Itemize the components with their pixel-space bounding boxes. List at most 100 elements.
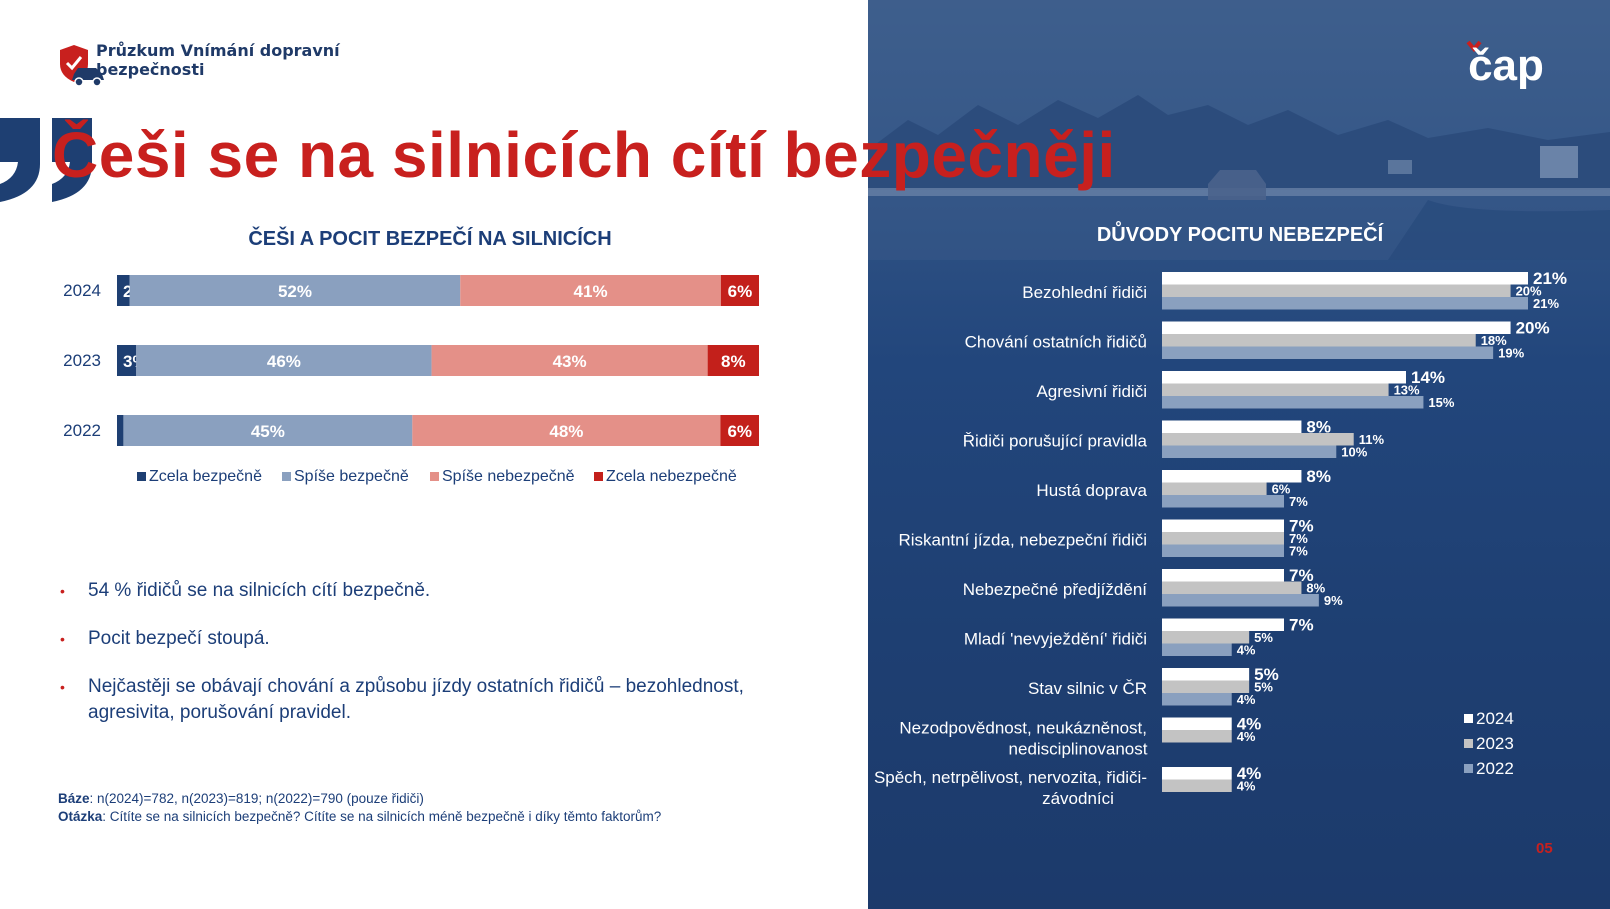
question-label: Otázka xyxy=(58,809,103,824)
category-label: Bezohlední řidiči xyxy=(1022,283,1147,302)
finding-text: Nejčastěji se obávají chování a způsobu … xyxy=(88,676,744,723)
bar-value-label: 46% xyxy=(267,352,301,371)
bar xyxy=(1162,693,1232,706)
bar xyxy=(1162,779,1232,792)
safety-stacked-bar-chart: 20242%52%41%6%20233%46%43%8%20221%45%48%… xyxy=(63,275,759,485)
bar-value-label: 8% xyxy=(721,352,746,371)
bar-value-label: 21% xyxy=(1533,270,1567,288)
key-findings-list: • 54 % řidičů se na silnicích cítí bezpeč… xyxy=(60,578,820,748)
bar-value-label: 7% xyxy=(1289,531,1308,546)
bar xyxy=(1162,433,1354,446)
cap-logo-text: čap xyxy=(1468,41,1544,90)
bar-segment xyxy=(136,345,432,376)
bar-segment xyxy=(460,275,721,306)
bar xyxy=(1162,544,1284,557)
bar-value-label: 10% xyxy=(1341,445,1367,460)
bar-segment xyxy=(129,275,461,306)
legend-swatch xyxy=(282,472,291,481)
bullet-icon: • xyxy=(60,583,65,599)
category-label: Agresivní řidiči xyxy=(1036,382,1147,401)
bar-value-label: 41% xyxy=(574,282,608,301)
bar-value-label: 8% xyxy=(1306,581,1325,596)
bar xyxy=(1162,420,1302,433)
bar xyxy=(1162,272,1528,285)
list-item: • 54 % řidičů se na silnicích cítí bezpeč… xyxy=(60,578,820,604)
bar-value-label: 9% xyxy=(1324,593,1343,608)
road-background-image xyxy=(868,0,1610,260)
bar xyxy=(1162,371,1406,384)
bar xyxy=(1162,334,1476,347)
bar-segment xyxy=(117,415,124,446)
safety-chart-title: ČEŠI A POCIT BEZPEČÍ NA SILNICÍCH xyxy=(248,228,612,250)
bar-segment xyxy=(720,415,759,446)
shield-car-icon xyxy=(60,45,104,87)
bar xyxy=(1162,495,1284,508)
reasons-panel xyxy=(868,0,1610,909)
bar xyxy=(1162,730,1232,743)
legend-swatch xyxy=(137,472,146,481)
bar xyxy=(1162,346,1494,359)
category-label: Chování ostatních řidičů xyxy=(965,332,1147,351)
footnote: Báze: n(2024)=782, n(2023)=819; n(2022)=… xyxy=(58,790,661,826)
bar xyxy=(1162,321,1511,334)
category-label: Riskantní jízda, nebezpeční řidiči xyxy=(898,530,1147,549)
reasons-chart-title: DŮVODY POCITU NEBEZPEČÍ xyxy=(1096,224,1384,246)
question-note: Otázka: Cítíte se na silnicích bezpečně?… xyxy=(58,808,661,826)
bar xyxy=(1162,445,1337,458)
legend-label: 2023 xyxy=(1476,734,1514,753)
year-label: 2023 xyxy=(63,351,101,370)
bar-value-label: 7% xyxy=(1289,566,1314,585)
category-label: Hustá doprava xyxy=(1036,481,1147,500)
bar xyxy=(1162,643,1232,656)
bar-value-label: 7% xyxy=(1289,544,1308,559)
list-item: • Nejčastěji se obávají chování a způsobu… xyxy=(60,674,820,726)
bar xyxy=(1162,470,1302,483)
bar xyxy=(1162,668,1250,681)
bar-value-label: 4% xyxy=(1237,692,1256,707)
category-label: Mladí 'nevyježdění' řidiči xyxy=(964,629,1147,648)
survey-brand-text: Průzkum Vnímání dopravní bezpečnosti xyxy=(96,41,340,79)
bar xyxy=(1162,396,1424,409)
question-text: : Cítíte se na silnicích bezpečně? Cítít… xyxy=(102,809,662,824)
bar-value-label: 11% xyxy=(1359,432,1385,447)
bar-segment xyxy=(123,415,413,446)
bar-value-label: 45% xyxy=(251,422,285,441)
bar xyxy=(1162,532,1284,545)
bar-value-label: 48% xyxy=(549,422,583,441)
bar-value-label: 7% xyxy=(1289,616,1314,635)
bar-segment xyxy=(117,345,137,376)
bar-segment xyxy=(720,275,759,306)
bar xyxy=(1162,482,1267,495)
finding-text: Pocit bezpečí stoupá. xyxy=(88,628,270,649)
legend-label: 2024 xyxy=(1476,709,1514,728)
bar-value-label: 6% xyxy=(727,422,752,441)
category-label: Spěch, netrpělivost, nervozita, řidiči-z… xyxy=(874,768,1147,808)
bar-value-label: 13% xyxy=(1394,383,1420,398)
bar-value-label: 4% xyxy=(1237,779,1256,794)
bar-value-label: 4% xyxy=(1237,715,1262,734)
legend-swatch xyxy=(430,472,439,481)
page-number: 05 xyxy=(1536,840,1553,857)
bar-segment xyxy=(117,275,130,306)
bar xyxy=(1162,519,1284,532)
page-title: Češi se na silnicích cítí bezpečněji xyxy=(52,119,1116,191)
bar-value-label: 6% xyxy=(728,282,753,301)
bar xyxy=(1162,284,1511,297)
bar xyxy=(1162,717,1232,730)
survey-brand: Průzkum Vnímání dopravní bezpečnosti xyxy=(96,41,426,79)
bar-value-label: 6% xyxy=(1272,482,1291,497)
bar-value-label: 4% xyxy=(1237,764,1262,783)
bar xyxy=(1162,631,1250,644)
bar-value-label: 20% xyxy=(1516,319,1550,338)
category-label: Stav silnic v ČR xyxy=(1028,679,1147,698)
bar-value-label: 15% xyxy=(1428,395,1454,410)
base-label: Báze xyxy=(58,791,90,806)
bar-segment xyxy=(412,415,721,446)
bar-value-label: 21% xyxy=(1533,296,1559,311)
bar-value-label: 5% xyxy=(1254,630,1273,645)
legend-swatch xyxy=(594,472,603,481)
bar-segment xyxy=(707,345,759,376)
bar-value-label: 19% xyxy=(1498,346,1524,361)
bar-value-label: 4% xyxy=(1237,643,1256,658)
category-label: Nebezpečné předjíždění xyxy=(963,580,1148,599)
